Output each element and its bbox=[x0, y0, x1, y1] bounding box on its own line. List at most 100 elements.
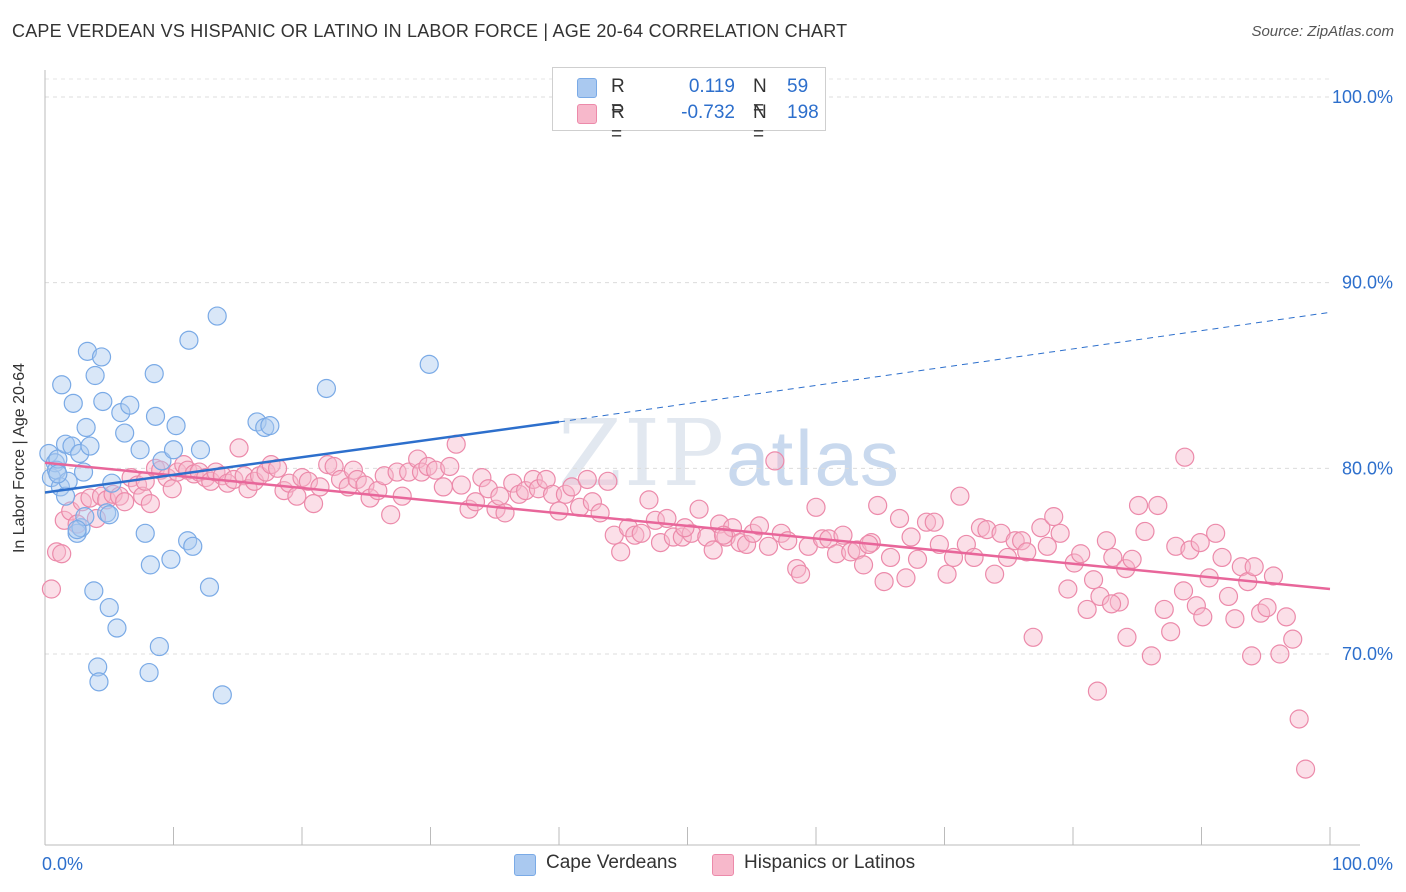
data-point-cape-verdean bbox=[85, 365, 105, 386]
data-point-hispanic bbox=[1117, 627, 1137, 647]
data-point-hispanic bbox=[964, 547, 984, 568]
y-tick-label: 80.0% bbox=[1342, 458, 1393, 478]
legend-r-label: R = bbox=[611, 102, 625, 145]
data-point-cape-verdean bbox=[419, 354, 439, 374]
legend-n-label: N = bbox=[753, 76, 767, 119]
data-point-hispanic bbox=[549, 501, 569, 521]
data-point-hispanic bbox=[675, 518, 695, 538]
data-point-hispanic bbox=[1161, 622, 1181, 642]
data-point-hispanic bbox=[303, 494, 324, 514]
data-point-hispanic bbox=[555, 484, 576, 504]
data-point-cape-verdean bbox=[76, 417, 96, 438]
data-point-hispanic bbox=[689, 499, 709, 519]
data-point-hispanic bbox=[1077, 599, 1097, 620]
data-point-hispanic bbox=[1050, 523, 1070, 543]
data-point-hispanic bbox=[950, 486, 970, 506]
data-point-hispanic bbox=[826, 544, 847, 564]
data-point-hispanic bbox=[1141, 646, 1161, 666]
data-point-hispanic bbox=[590, 503, 610, 523]
data-point-hispanic bbox=[598, 471, 618, 491]
data-point-hispanic bbox=[41, 579, 62, 599]
legend-r-value: -0.732 bbox=[681, 102, 735, 123]
data-point-cape-verdean bbox=[63, 393, 83, 413]
data-point-hispanic bbox=[874, 571, 894, 592]
data-point-cape-verdean bbox=[115, 423, 135, 443]
data-point-cape-verdean bbox=[93, 391, 113, 412]
data-point-cape-verdean bbox=[55, 434, 76, 454]
data-point-hispanic bbox=[374, 466, 394, 486]
data-point-hispanic bbox=[440, 456, 460, 477]
data-point-hispanic bbox=[1154, 599, 1174, 620]
data-point-cape-verdean bbox=[139, 662, 159, 683]
data-point-hispanic bbox=[1190, 532, 1210, 553]
data-point-hispanic bbox=[133, 486, 153, 506]
data-point-hispanic bbox=[639, 490, 659, 510]
data-point-hispanic bbox=[1283, 629, 1303, 649]
data-point-hispanic bbox=[1031, 518, 1051, 538]
y-tick-label: 90.0% bbox=[1342, 273, 1393, 293]
data-point-hispanic bbox=[1270, 644, 1290, 664]
legend-n-value: 198 bbox=[787, 102, 819, 123]
data-point-hispanic bbox=[806, 497, 826, 517]
data-point-hispanic bbox=[433, 477, 453, 497]
data-point-hispanic bbox=[451, 475, 471, 495]
data-point-hispanic bbox=[1128, 495, 1149, 516]
data-point-hispanic bbox=[1083, 570, 1104, 590]
data-point-hispanic bbox=[52, 544, 72, 564]
data-point-cape-verdean bbox=[260, 416, 280, 436]
data-point-hispanic bbox=[426, 460, 446, 480]
data-point-cape-verdean bbox=[84, 581, 104, 601]
data-point-hispanic bbox=[381, 505, 401, 525]
data-point-hispanic bbox=[907, 549, 928, 569]
trend-lines bbox=[44, 311, 1331, 591]
x-tick-label: 0.0% bbox=[42, 854, 83, 874]
data-point-cape-verdean bbox=[178, 531, 198, 551]
data-point-hispanic bbox=[1206, 523, 1226, 543]
data-point-hispanic bbox=[1096, 531, 1117, 551]
data-point-hispanic bbox=[868, 495, 888, 516]
y-axis-label-container: In Labor Force | Age 20-64 bbox=[8, 0, 32, 892]
data-point-hispanic bbox=[1101, 594, 1122, 614]
data-point-cape-verdean bbox=[179, 330, 199, 350]
data-point-hispanic bbox=[1218, 586, 1239, 607]
data-point-hispanic bbox=[985, 564, 1005, 584]
data-point-hispanic bbox=[582, 492, 603, 512]
data-point-hispanic bbox=[229, 438, 249, 458]
y-axis-label: In Labor Force | Age 20-64 bbox=[11, 362, 28, 554]
data-point-hispanic bbox=[1071, 544, 1091, 564]
trend-line-hispanics bbox=[44, 461, 1331, 591]
data-point-cape-verdean bbox=[140, 555, 160, 575]
data-point-cape-verdean bbox=[190, 440, 211, 460]
data-point-hispanic bbox=[201, 471, 221, 491]
data-point-cape-verdean bbox=[88, 657, 108, 677]
data-point-hispanic bbox=[749, 516, 770, 536]
data-point-cape-verdean bbox=[212, 685, 232, 705]
data-point-cape-verdean bbox=[91, 347, 112, 367]
data-point-hispanic bbox=[1037, 536, 1057, 556]
data-point-cape-verdean bbox=[163, 440, 184, 460]
data-point-cape-verdean bbox=[120, 395, 140, 415]
data-point-hispanic bbox=[1135, 521, 1155, 542]
data-point-hispanic bbox=[1122, 549, 1142, 569]
data-point-cape-verdean bbox=[89, 672, 109, 692]
series-hispanics-points bbox=[41, 434, 1316, 779]
chart-title: CAPE VERDEAN VS HISPANIC OR LATINO IN LA… bbox=[12, 21, 848, 41]
data-point-hispanic bbox=[916, 512, 937, 532]
data-point-cape-verdean bbox=[130, 440, 150, 460]
chart-axes bbox=[44, 70, 1360, 846]
data-point-hispanic bbox=[1276, 607, 1296, 627]
legend-swatch-pink bbox=[577, 104, 597, 124]
data-point-hispanic bbox=[901, 527, 921, 547]
data-point-hispanic bbox=[970, 518, 991, 538]
data-point-hispanic bbox=[310, 477, 330, 497]
legend-label-cape-verdeans: Cape Verdeans bbox=[546, 852, 677, 873]
data-point-cape-verdean bbox=[152, 451, 172, 471]
data-point-cape-verdean bbox=[52, 375, 72, 395]
data-point-hispanic bbox=[1044, 507, 1064, 527]
data-point-cape-verdean bbox=[207, 306, 227, 326]
data-point-cape-verdean bbox=[161, 549, 181, 569]
data-point-hispanic bbox=[730, 532, 750, 553]
data-point-cape-verdean bbox=[107, 618, 127, 638]
data-point-hispanic bbox=[1017, 542, 1037, 562]
legend-swatch-blue bbox=[577, 78, 597, 98]
